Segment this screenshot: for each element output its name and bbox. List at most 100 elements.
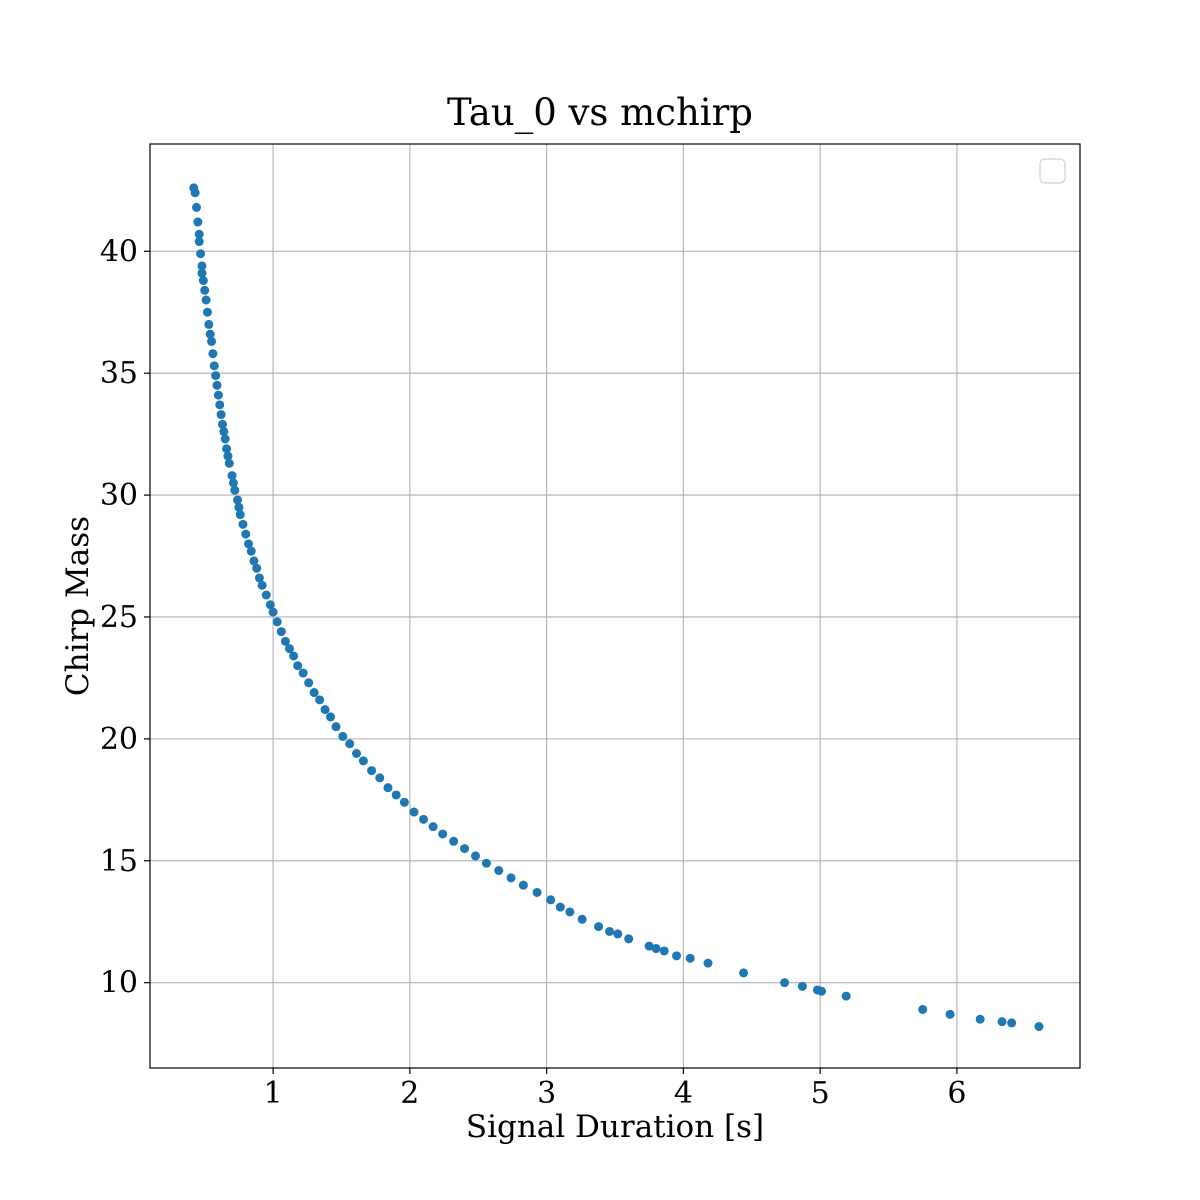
data-point	[780, 978, 790, 988]
data-point	[204, 319, 214, 329]
data-point	[276, 627, 286, 637]
data-point	[280, 636, 290, 646]
data-point	[326, 712, 336, 722]
data-point	[246, 546, 256, 556]
data-point	[309, 688, 319, 698]
data-point	[577, 914, 587, 924]
data-point	[298, 668, 308, 678]
data-point	[217, 419, 227, 429]
data-point	[945, 1009, 955, 1019]
data-point	[201, 295, 211, 305]
y-tick-label: 35	[100, 356, 138, 391]
data-point	[594, 922, 604, 932]
data-point	[235, 510, 245, 520]
data-point	[304, 678, 314, 688]
data-point	[1034, 1022, 1044, 1032]
data-point	[460, 844, 470, 854]
data-point	[471, 851, 480, 861]
data-point	[219, 427, 229, 437]
data-point	[555, 902, 565, 912]
data-point	[391, 790, 401, 800]
x-tick-label: 6	[947, 1076, 966, 1111]
data-point	[817, 986, 827, 996]
x-tick-label: 3	[537, 1076, 556, 1111]
data-point	[315, 695, 325, 705]
data-point	[672, 951, 682, 961]
data-point	[227, 471, 237, 481]
data-point	[605, 926, 615, 936]
data-point	[383, 783, 393, 793]
data-point	[338, 731, 348, 741]
data-point	[207, 336, 217, 346]
data-point	[438, 829, 448, 839]
x-tick-label: 1	[264, 1076, 283, 1111]
data-point	[192, 202, 201, 212]
data-point	[797, 981, 807, 991]
data-point	[518, 880, 528, 890]
data-point	[212, 380, 222, 390]
data-point	[613, 929, 623, 939]
x-tick-label: 2	[400, 1076, 419, 1111]
data-point	[685, 953, 695, 963]
data-point	[546, 895, 556, 905]
y-tick-label: 30	[100, 478, 138, 513]
data-point	[428, 822, 438, 832]
x-tick-label: 5	[811, 1076, 830, 1111]
data-point	[419, 814, 429, 824]
data-point	[234, 502, 244, 512]
data-point	[215, 400, 225, 410]
data-point	[228, 478, 238, 488]
y-axis-label: Chirp Mass	[60, 516, 96, 696]
grid-lines	[150, 144, 1080, 1068]
data-point	[196, 249, 206, 259]
data-point	[261, 590, 271, 600]
data-point	[233, 495, 243, 505]
data-point	[739, 968, 749, 978]
data-point	[494, 866, 504, 876]
data-point	[205, 329, 215, 339]
data-point	[194, 229, 204, 239]
y-tick-label: 15	[100, 844, 138, 879]
data-point	[216, 410, 226, 420]
data-point	[841, 991, 851, 1001]
data-point	[659, 946, 669, 956]
data-point	[565, 907, 575, 917]
data-point	[197, 261, 207, 271]
data-point	[198, 276, 208, 286]
data-point	[481, 858, 491, 868]
data-point	[257, 580, 267, 590]
data-point	[265, 600, 275, 610]
data-point	[997, 1017, 1007, 1027]
data-point	[409, 807, 419, 817]
plot-frame	[149, 143, 1081, 1069]
data-point	[202, 307, 212, 317]
data-point	[241, 529, 251, 539]
data-point	[651, 944, 661, 954]
data-point	[331, 722, 341, 732]
data-point	[918, 1004, 928, 1014]
data-point	[238, 519, 248, 529]
data-point	[220, 434, 230, 444]
data-point	[532, 887, 542, 897]
data-point	[272, 617, 282, 627]
data-point	[375, 773, 385, 783]
data-point	[193, 217, 203, 227]
data-point	[703, 958, 713, 968]
data-point	[367, 766, 377, 776]
data-point	[243, 539, 253, 549]
x-axis-label: Signal Duration [s]	[466, 1109, 764, 1145]
x-tick-label: 4	[674, 1076, 693, 1111]
y-tick-label: 10	[100, 966, 138, 1001]
data-point	[211, 371, 221, 381]
data-point	[644, 941, 654, 951]
data-point	[222, 444, 232, 454]
data-point	[352, 748, 362, 758]
data-point	[254, 573, 264, 583]
data-point	[224, 458, 234, 468]
data-point	[197, 268, 207, 278]
data-point	[285, 644, 294, 654]
scatter-points	[189, 183, 1044, 1032]
data-point	[194, 237, 204, 247]
y-tick-label: 25	[100, 600, 138, 635]
